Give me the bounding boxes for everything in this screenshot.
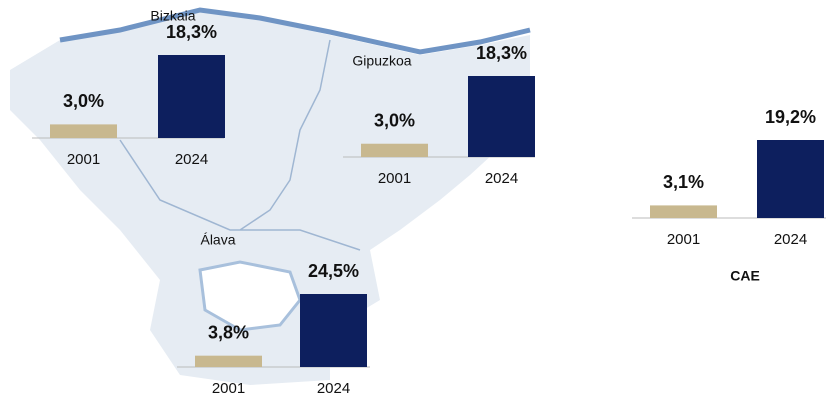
x-tick-label: 2001 [67, 151, 100, 168]
map-land [10, 10, 530, 385]
bar [50, 124, 117, 138]
map-background [10, 7, 531, 385]
chart-title: Bizkaia [150, 8, 195, 24]
bar [158, 55, 225, 138]
map-border [119, 39, 361, 251]
x-tick-label: 2001 [378, 170, 411, 187]
chart-title: Álava [200, 232, 235, 248]
data-label: 19,2% [765, 107, 816, 127]
bar [195, 355, 262, 367]
x-tick-label: 2001 [667, 231, 700, 248]
x-tick-label: 2024 [317, 380, 350, 397]
map-coast [59, 7, 531, 55]
data-label: 18,3% [166, 22, 217, 42]
bar [650, 205, 717, 218]
x-tick-label: 2024 [774, 231, 807, 248]
chart-title: Gipuzkoa [352, 53, 411, 69]
map-enclave [198, 260, 302, 332]
data-label: 3,8% [208, 322, 249, 342]
data-label: 3,1% [663, 172, 704, 192]
bar [361, 143, 428, 157]
data-label: 18,3% [476, 43, 527, 63]
data-label: 24,5% [308, 261, 359, 281]
x-tick-label: 2001 [212, 380, 245, 397]
bar [757, 140, 824, 218]
data-label: 3,0% [63, 91, 104, 111]
x-tick-label: 2024 [175, 151, 208, 168]
chart-title: CAE [730, 268, 760, 284]
bar [300, 294, 367, 367]
bar [468, 76, 535, 157]
data-label: 3,0% [374, 110, 415, 130]
x-tick-label: 2024 [485, 170, 518, 187]
